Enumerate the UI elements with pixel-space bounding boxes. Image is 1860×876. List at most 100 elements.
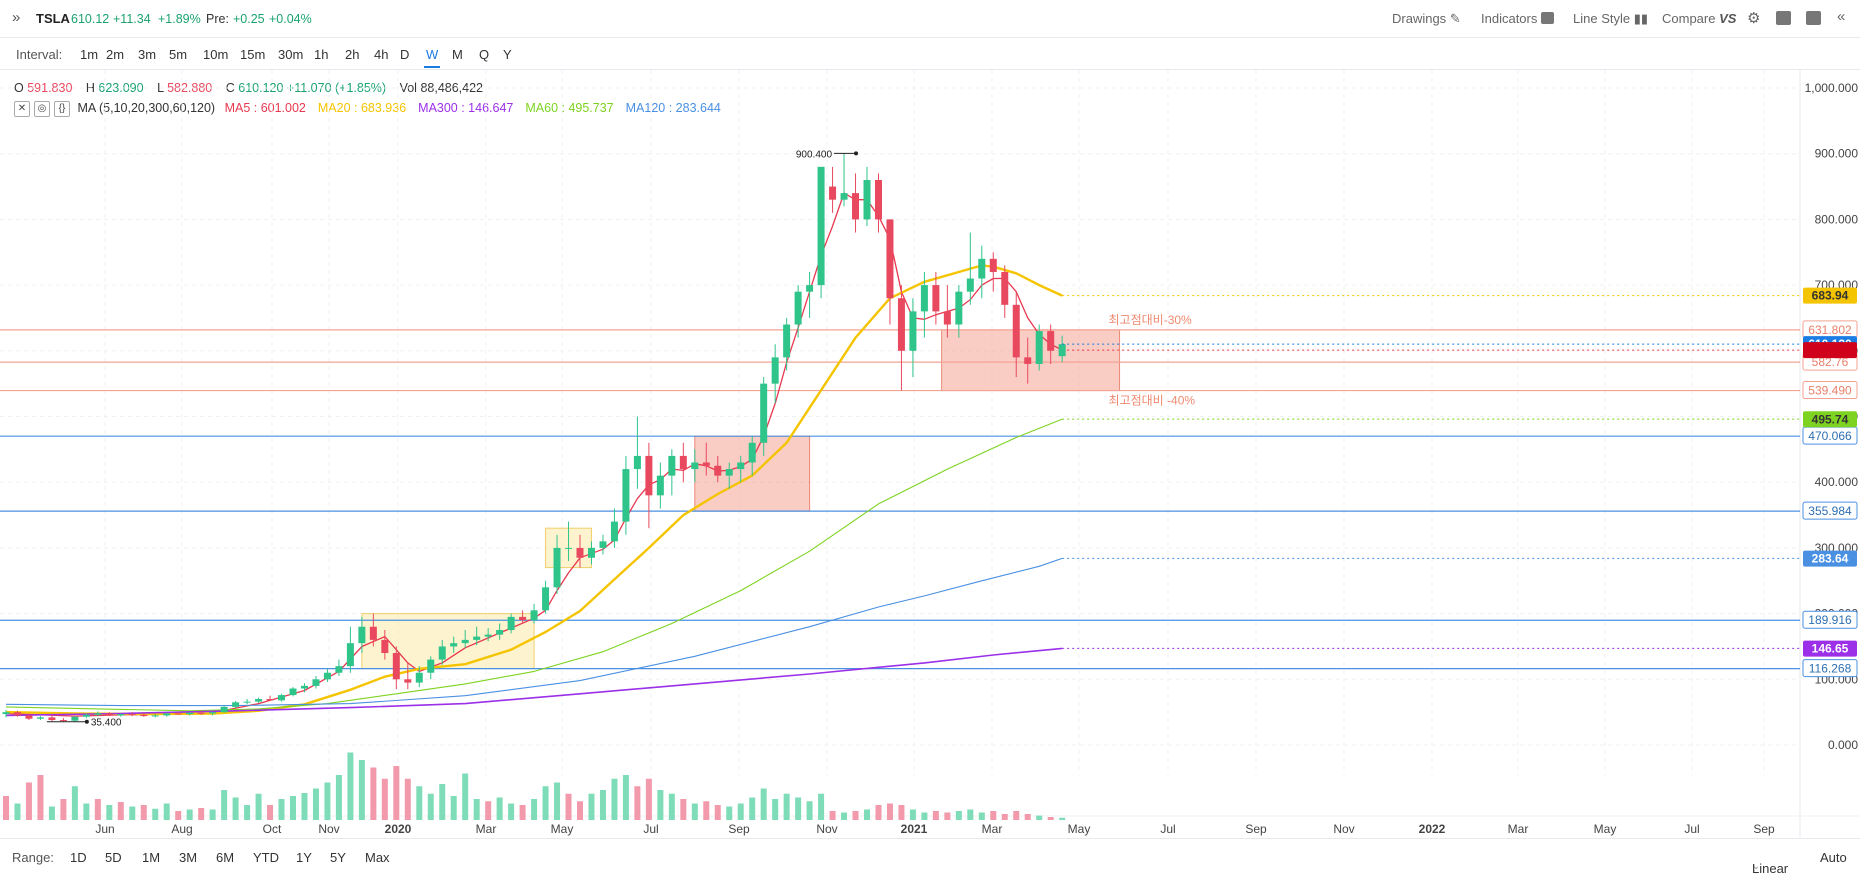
x-tick-label: Sep: [1753, 822, 1775, 836]
candle-body: [197, 712, 205, 714]
indicator-settings-icon[interactable]: {}: [54, 101, 70, 117]
candle-body: [438, 646, 446, 660]
y-tick-label: 400.000: [1815, 475, 1859, 489]
interval-option-1m[interactable]: 1m: [80, 47, 99, 62]
volume-bar: [370, 767, 377, 820]
volume-bar: [841, 812, 848, 820]
volume-bar: [645, 778, 652, 820]
line-style-button[interactable]: Line Style ▮▮: [1573, 11, 1648, 27]
candle-body: [13, 712, 21, 716]
auto-scale-button[interactable]: Auto: [1820, 850, 1847, 865]
interval-option-10m[interactable]: 10m: [203, 47, 229, 62]
x-tick-label: 2022: [1419, 822, 1446, 836]
range-option-3m[interactable]: 3M: [179, 850, 198, 865]
candle-body: [300, 685, 308, 689]
price-tag-box: [1803, 550, 1857, 567]
candle-body: [622, 469, 630, 522]
range-option-1y[interactable]: 1Y: [296, 850, 312, 865]
price-chart[interactable]: 0.000100.000200.000300.000400.000500.000…: [0, 70, 1860, 838]
copy-icon[interactable]: [1806, 11, 1821, 25]
range-option-ytd[interactable]: YTD: [253, 850, 279, 865]
level-price-label: 539.490: [1808, 384, 1852, 398]
price-tag-box: [1803, 411, 1857, 428]
level-price-tag: [1802, 610, 1858, 629]
volume-bar: [290, 796, 296, 820]
volume-bar: [577, 801, 583, 820]
volume-bar: [324, 782, 331, 820]
x-tick-label: Sep: [728, 822, 750, 836]
range-option-1m[interactable]: 1M: [142, 850, 161, 865]
x-tick-label: Jul: [643, 822, 658, 836]
candle-body: [553, 547, 561, 588]
remove-indicator-icon[interactable]: ✕: [14, 101, 30, 117]
symbol-label[interactable]: TSLA: [36, 11, 70, 26]
volume-bar: [1013, 811, 1020, 820]
volume-bar: [393, 766, 400, 820]
high-marker-label: 900.400: [796, 149, 833, 160]
candle-body: [771, 357, 779, 384]
volume-bar: [94, 799, 101, 820]
candles-icon: ▮▮: [1633, 11, 1649, 26]
interval-option-2m[interactable]: 2m: [106, 47, 125, 62]
volume-bar: [232, 797, 239, 820]
settings-gear-icon[interactable]: ⚙: [1747, 10, 1761, 27]
candle-body: [702, 462, 710, 466]
ma-legend-item: MA20 : 683.936: [317, 101, 407, 116]
interval-option-d[interactable]: D: [400, 47, 410, 62]
interval-option-y[interactable]: Y: [503, 47, 512, 62]
interval-option-w[interactable]: W: [426, 47, 439, 62]
candle-body: [874, 179, 882, 220]
interval-option-q[interactable]: Q: [479, 47, 490, 62]
range-option-6m[interactable]: 6M: [216, 850, 235, 865]
ma-legend-item: MA5 : 601.002: [224, 101, 306, 116]
candle-body: [105, 713, 113, 716]
volume-bar: [71, 786, 78, 820]
x-tick-label: Jul: [1684, 822, 1699, 836]
interval-option-30m[interactable]: 30m: [278, 47, 304, 62]
candle-body: [1047, 331, 1055, 351]
range-option-1d[interactable]: 1D: [70, 850, 87, 865]
candle-body: [966, 278, 974, 292]
collapse-icon[interactable]: «: [1837, 8, 1846, 25]
interval-option-3m[interactable]: 3m: [138, 47, 157, 62]
volume-bar: [978, 812, 985, 820]
compare-button[interactable]: Compare VS: [1662, 11, 1736, 26]
candle-body: [542, 587, 550, 611]
level-price-label: 631.802: [1808, 323, 1852, 337]
low-marker-dot: [84, 719, 89, 724]
indicators-button[interactable]: Indicators: [1481, 11, 1554, 26]
range-option-5d[interactable]: 5D: [105, 850, 122, 865]
candle-body: [794, 291, 802, 325]
range-option-5y[interactable]: 5Y: [330, 850, 346, 865]
low-marker-label: 35.400: [91, 718, 122, 729]
interval-option-4h[interactable]: 4h: [374, 47, 389, 62]
x-tick-label: Jul: [1160, 822, 1175, 836]
volume-bar: [829, 811, 836, 820]
volume-bar: [909, 809, 916, 820]
interval-option-2h[interactable]: 2h: [345, 47, 360, 62]
candle-body: [1012, 304, 1020, 358]
fullscreen-icon[interactable]: [1776, 11, 1791, 25]
interval-option-m[interactable]: M: [452, 47, 463, 62]
y-tick-label: 1,000.000: [1805, 81, 1859, 95]
candle-body: [978, 258, 986, 279]
candle-body: [691, 462, 699, 470]
interval-option-5m[interactable]: 5m: [169, 47, 188, 62]
candle-body: [140, 714, 148, 717]
candle-body: [943, 311, 951, 325]
volume-bar: [772, 799, 779, 820]
range-option-max[interactable]: Max: [365, 850, 390, 865]
visibility-eye-icon[interactable]: ◎: [34, 101, 50, 117]
volume-bar: [117, 802, 124, 820]
drawings-button[interactable]: Drawings ✎: [1392, 11, 1461, 27]
x-tick-label: Aug: [171, 822, 192, 836]
candle-body: [840, 193, 848, 200]
candle-body: [404, 679, 412, 683]
expand-sidebar-icon[interactable]: »: [12, 9, 21, 26]
interval-label: Interval:: [16, 47, 63, 62]
volume-bar: [496, 797, 503, 820]
candle-body: [48, 717, 56, 721]
interval-option-1h[interactable]: 1h: [314, 47, 329, 62]
interval-option-15m[interactable]: 15m: [240, 47, 266, 62]
candle-body: [427, 659, 435, 673]
